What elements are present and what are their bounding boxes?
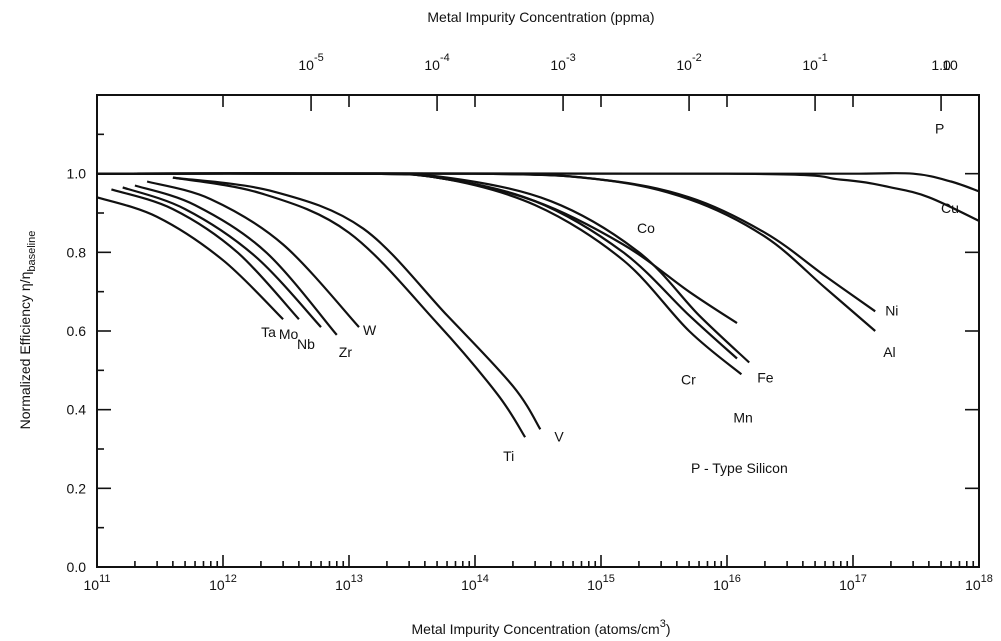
curve-label-al: Al	[883, 344, 895, 360]
curve-label-cr: Cr	[681, 372, 696, 388]
x-tick-label-exp: 13	[351, 573, 363, 585]
curves-layer	[96, 172, 980, 438]
ticks-layer	[96, 95, 980, 568]
top-axis-title: Metal Impurity Concentration (ppma)	[427, 9, 654, 25]
x-tick-label-base: 10	[335, 577, 351, 593]
x-tick-label: 1012	[209, 573, 237, 593]
y-tick-label: 0.6	[67, 323, 87, 339]
curve-label-nb: Nb	[297, 336, 315, 352]
x-tick-label-exp: 12	[225, 573, 237, 585]
curve-label-zr: Zr	[339, 344, 353, 360]
curve-ti	[172, 176, 527, 438]
x-tick-label: 1016	[713, 573, 741, 593]
curve-label-cu: Cu	[941, 200, 959, 216]
x-tick-label-base: 10	[587, 577, 603, 593]
x2-tick-label-base: 10	[298, 57, 314, 73]
curve-nb	[122, 186, 322, 328]
curve-fe	[96, 172, 750, 364]
curve-label-co: Co	[637, 220, 655, 236]
x-tick-label-exp: 14	[477, 573, 489, 585]
x2-tick-label: 10-1	[802, 52, 827, 73]
x2-tick-label: 10-2	[676, 52, 701, 73]
x-tick-label-exp: 15	[603, 573, 615, 585]
x2-tick-label: 10	[942, 57, 958, 73]
y-tick-label: 0.2	[67, 480, 87, 496]
x-tick-label-base: 10	[209, 577, 225, 593]
x2-tick-label-exp: -5	[314, 52, 324, 64]
x2-tick-label: 10-3	[550, 52, 575, 73]
x-tick-label: 1011	[84, 573, 111, 593]
curve-ni	[96, 172, 876, 313]
curve-v	[172, 176, 542, 430]
y-axis-title: Normalized Efficiency η/ηbaseline	[17, 231, 38, 430]
bottom-axis-title-sup: 3	[660, 618, 666, 630]
y-tick-label: 0.0	[67, 559, 87, 575]
x2-tick-label-exp: -4	[440, 52, 450, 64]
curve-label-mo: Mo	[279, 326, 299, 342]
bottom-axis-title-main: Metal Impurity Concentration (atoms/cm	[412, 621, 660, 637]
x-tick-label-base: 10	[965, 577, 981, 593]
x-tick-label-base: 10	[461, 577, 477, 593]
curve-cu	[96, 172, 980, 222]
x2-tick-label: 10-5	[298, 52, 323, 73]
x2-tick-label-exp: -2	[692, 52, 702, 64]
x-tick-label: 1017	[839, 573, 867, 593]
x2-tick-label-exp: -3	[566, 52, 576, 64]
curve-label-ni: Ni	[885, 302, 898, 318]
curve-label-p: P	[935, 120, 944, 136]
x-tick-label-base: 10	[839, 577, 855, 593]
x-tick-label-exp: 18	[981, 573, 993, 585]
x2-tick-label-base: 10	[424, 57, 440, 73]
annotation-p-type-silicon: P - Type Silicon	[691, 460, 788, 476]
x2-tick-label-exp: -1	[818, 52, 828, 64]
curve-zr	[134, 184, 338, 336]
x-tick-label-exp: 16	[729, 573, 741, 585]
x2-tick-label: 10-4	[424, 52, 449, 73]
curve-label-w: W	[363, 322, 377, 338]
curve-label-mn: Mn	[733, 409, 752, 425]
x-tick-label: 1014	[461, 573, 489, 593]
x-tick-label-base: 10	[84, 577, 100, 593]
curve-mo	[111, 188, 300, 320]
x2-tick-label-base: 10	[550, 57, 566, 73]
plot-frame	[96, 94, 980, 568]
curve-ta	[96, 196, 284, 320]
x-tick-label: 1013	[335, 573, 363, 593]
curve-label-ta: Ta	[261, 324, 276, 340]
x-tick-label-exp: 11	[99, 573, 110, 585]
x2-tick-label-base: 1.0	[931, 57, 951, 73]
bottom-axis-title-end: )	[666, 621, 671, 637]
y-tick-label: 0.4	[67, 402, 87, 418]
curve-label-v: V	[554, 428, 564, 444]
curve-label-fe: Fe	[757, 369, 774, 385]
x-tick-label: 1018	[965, 573, 993, 593]
x2-tick-label-base: 10	[802, 57, 818, 73]
x2-tick-label-base: 10	[676, 57, 692, 73]
y-axis-title-sub: baseline	[26, 231, 38, 272]
curve-label-ti: Ti	[503, 448, 514, 464]
x-tick-label-exp: 17	[855, 573, 867, 585]
y-tick-label: 0.8	[67, 244, 87, 260]
y-axis-title-main: Normalized Efficiency η/η	[17, 272, 33, 430]
x-tick-label: 1015	[587, 573, 615, 593]
x2-tick-label-base: 10	[942, 57, 958, 73]
curve-w	[146, 180, 360, 328]
y-tick-label: 1.0	[67, 166, 87, 182]
x2-tick-label: 1.0	[931, 57, 951, 73]
x-tick-label-base: 10	[713, 577, 729, 593]
curve-cr	[96, 172, 738, 360]
bottom-axis-title: Metal Impurity Concentration (atoms/cm3)	[412, 618, 671, 637]
